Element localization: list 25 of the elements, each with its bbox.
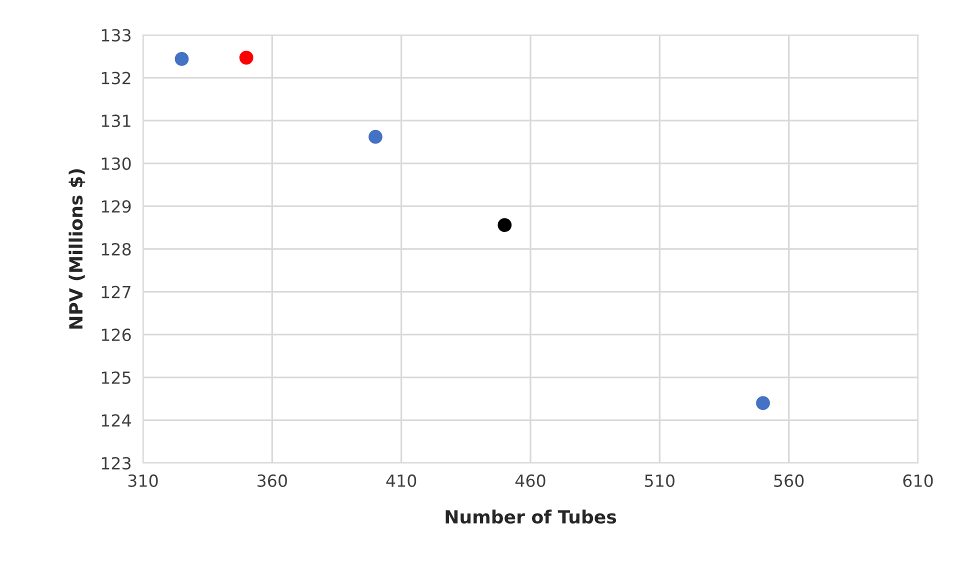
point xyxy=(174,52,189,66)
point xyxy=(239,50,254,65)
point xyxy=(368,130,382,144)
x-axis-title: Number of Tubes xyxy=(446,510,616,524)
y-axis-title: NPV (Millions $) xyxy=(68,169,86,329)
y-tick-label: 125 xyxy=(102,371,130,384)
y-tick-label: 130 xyxy=(102,157,131,170)
y-tick-label: 132 xyxy=(102,72,130,84)
x-tick-label: 510 xyxy=(645,474,674,488)
x-tick-label: 410 xyxy=(386,474,416,488)
y-tick-label: 129 xyxy=(102,200,131,213)
y-tick-label: 126 xyxy=(102,328,131,342)
y-tick-label: 131 xyxy=(102,114,130,128)
y-tick-label: 133 xyxy=(102,28,131,42)
x-tick-label: 610 xyxy=(903,474,933,488)
x-tick-label: 460 xyxy=(515,474,546,488)
point xyxy=(756,396,770,410)
y-tick-label: 123 xyxy=(102,456,131,470)
x-tick-label: 360 xyxy=(258,474,287,488)
y-tick-label: 128 xyxy=(102,242,131,256)
x-tick-label: 310 xyxy=(128,474,158,488)
y-tick-label: 124 xyxy=(102,414,131,427)
x-tick-label: 560 xyxy=(774,474,804,488)
point xyxy=(498,218,512,232)
y-tick-label: 127 xyxy=(102,286,130,298)
